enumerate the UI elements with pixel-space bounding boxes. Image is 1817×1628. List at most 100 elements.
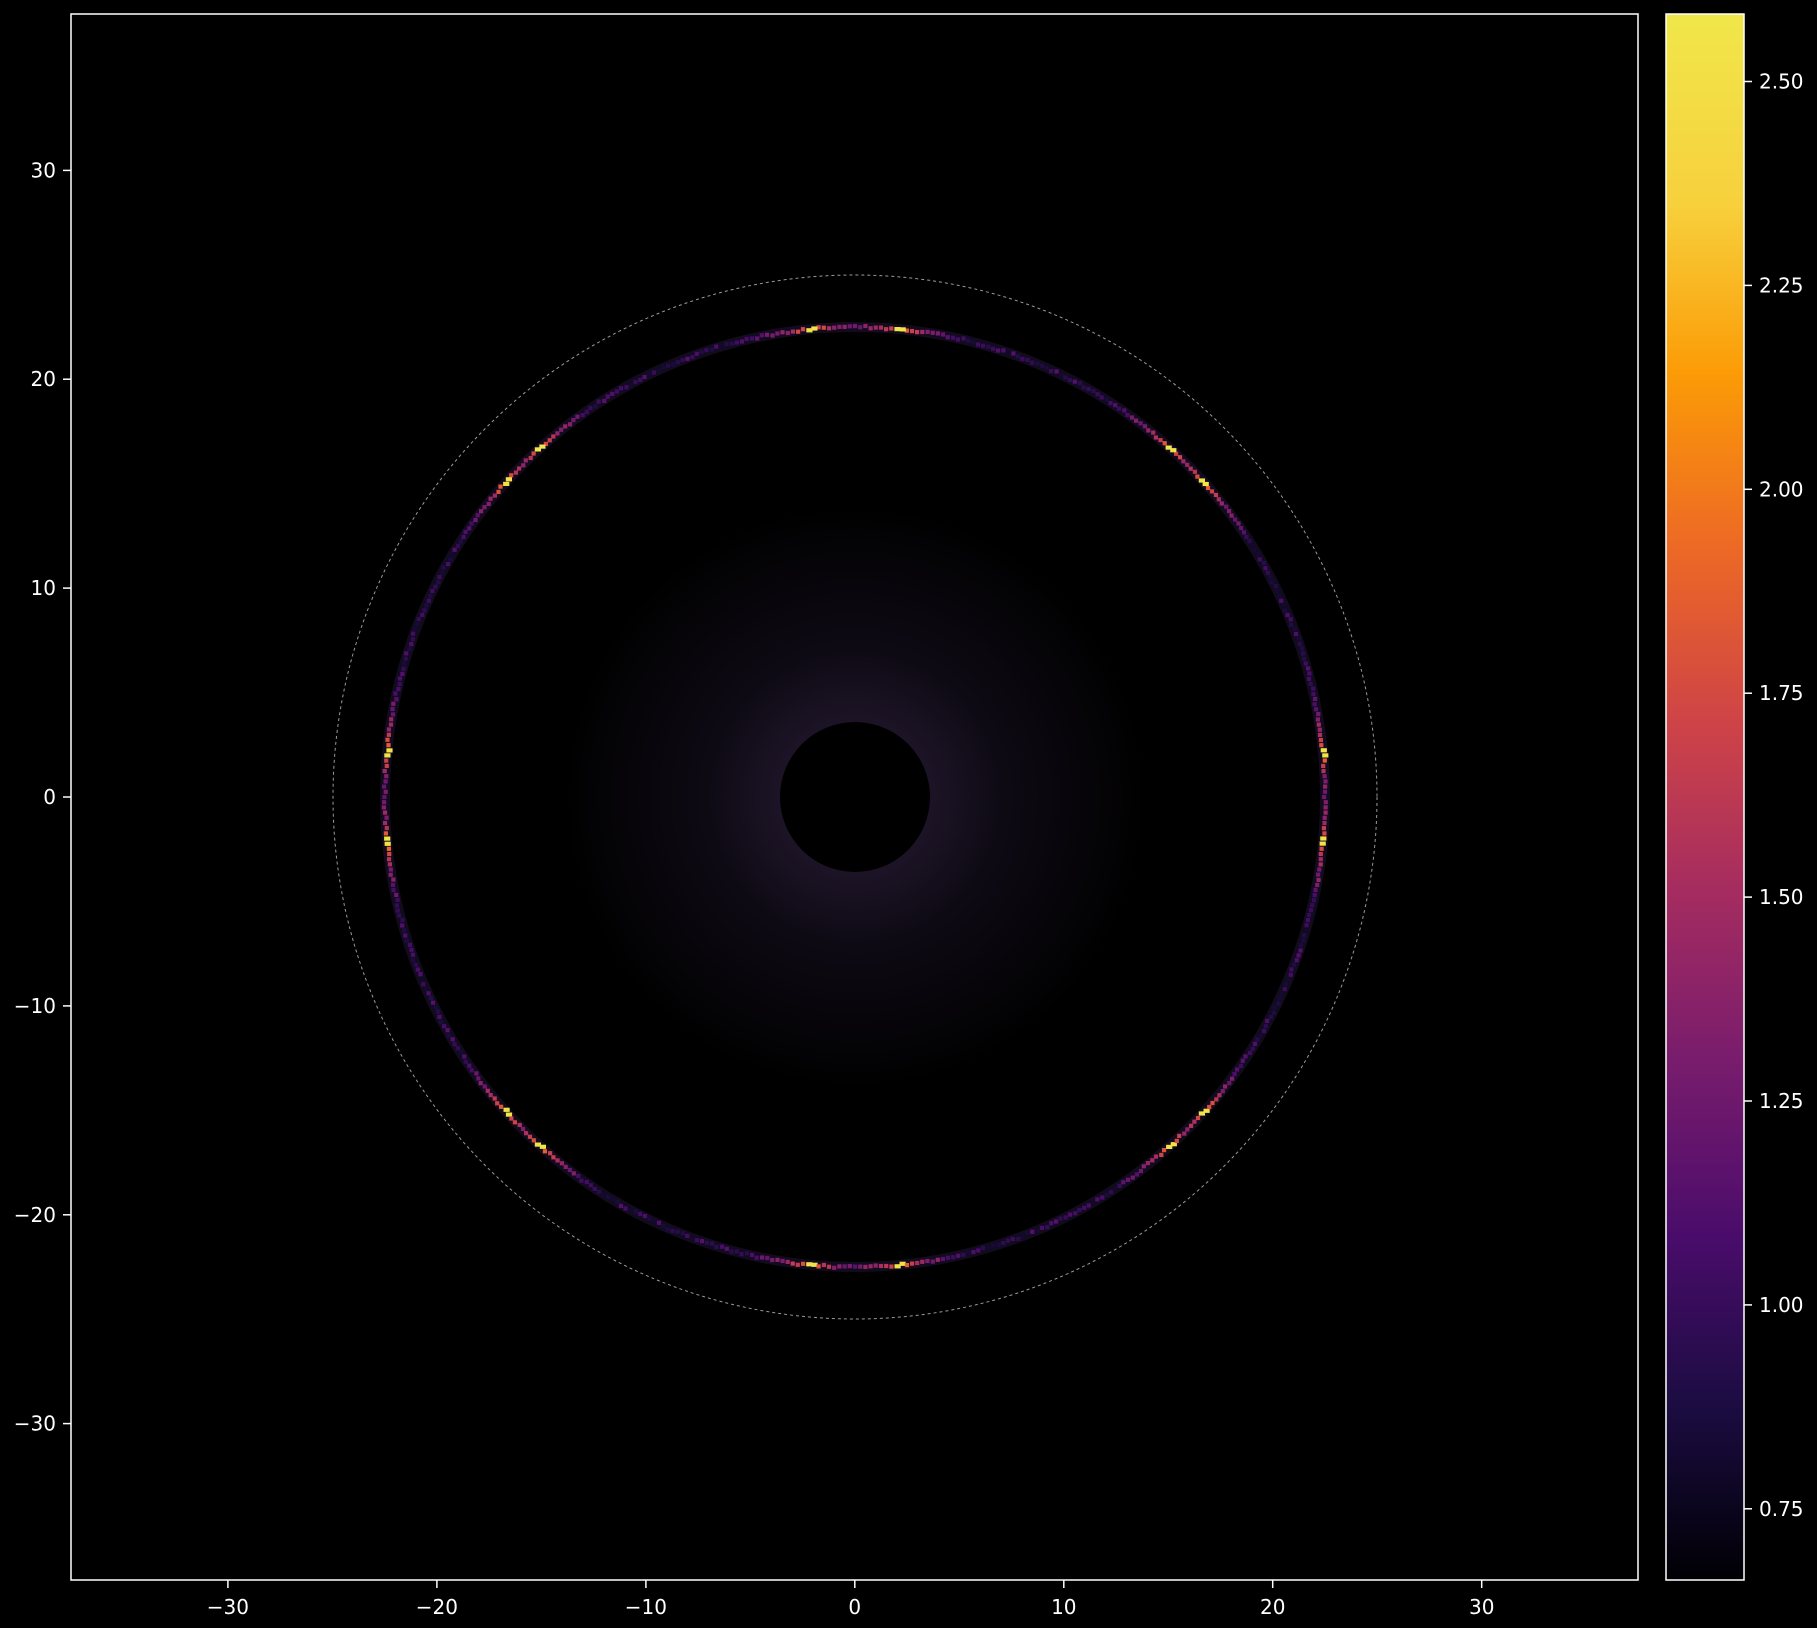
ring-cell: [1247, 1050, 1252, 1056]
ring-cell: [1272, 1005, 1277, 1010]
ring-cell: [1321, 769, 1326, 774]
ring-cell: [1035, 361, 1040, 366]
ring-cell: [469, 521, 474, 526]
ring-cell: [523, 458, 528, 463]
ring-cell: [642, 1214, 648, 1219]
ring-cell: [1125, 413, 1130, 418]
ring-cell: [1322, 820, 1327, 826]
ring-cell: [463, 1059, 468, 1064]
ring-cell: [1090, 1199, 1095, 1204]
colorbar-tick-3: 1.50: [1744, 885, 1804, 909]
ring-cell: [467, 1063, 472, 1068]
ring-cell: [388, 872, 393, 877]
ring-cell: [446, 562, 451, 567]
ring-cell: [382, 794, 387, 800]
ring-cell: [1294, 631, 1299, 637]
ring-cell: [889, 1264, 894, 1269]
ring-cell: [396, 686, 401, 692]
ring-cell: [868, 326, 873, 331]
ring-cell: [719, 1244, 725, 1249]
ring-cell: [531, 1138, 536, 1143]
ring-cell: [920, 1259, 925, 1264]
ring-cell: [426, 598, 431, 603]
ring-cell: [394, 892, 399, 897]
ring-cell: [1100, 1195, 1105, 1200]
ring-cell: [605, 1195, 611, 1200]
ring-cell: [1214, 1097, 1219, 1102]
ring-cell: [452, 1042, 457, 1047]
ring-cell: [790, 329, 795, 334]
ring-cell: [1077, 381, 1082, 386]
ring-cell: [1230, 1076, 1235, 1081]
ring-cell: [689, 1236, 694, 1241]
y-tick-label: 0: [43, 785, 56, 809]
ring-cell: [996, 1242, 1001, 1248]
ring-cell: [384, 841, 391, 846]
ring-cell: [488, 496, 493, 501]
ring-cell: [780, 330, 785, 335]
ring-cell: [1153, 1154, 1159, 1159]
colorbar: 0.75 1.00 1.25 1.50 1.75 2.00 2.25 2.50: [1665, 13, 1804, 1581]
ring-cell: [1306, 913, 1312, 918]
ring-cell: [749, 1252, 755, 1258]
ring-cell: [469, 1068, 474, 1073]
ring-cell: [1285, 612, 1290, 618]
ring-cell: [397, 676, 402, 681]
ring-cell: [479, 509, 484, 514]
ring-cell: [551, 434, 556, 439]
ring-cell: [945, 335, 950, 340]
ring-cell: [1276, 1001, 1281, 1006]
ring-cell: [1030, 1229, 1035, 1234]
ring-cell: [1020, 356, 1025, 361]
ring-cell: [1243, 1054, 1248, 1059]
y-tick-label: 30: [31, 158, 56, 182]
colorbar-tick-2: 1.25: [1744, 1089, 1804, 1113]
y-tick-2: 10: [31, 576, 71, 600]
ring-cell: [628, 1207, 633, 1212]
ring-cell: [1058, 1216, 1063, 1221]
ring-cell: [450, 1037, 455, 1042]
ring-cell: [1304, 928, 1309, 933]
ring-cell: [749, 336, 754, 341]
colorbar-tick-label: 1.00: [1759, 1293, 1804, 1317]
ring-cell: [1095, 392, 1100, 397]
ring-cell: [1286, 977, 1291, 982]
ring-cell: [847, 324, 852, 329]
ring-cell: [827, 326, 832, 331]
ring-cell: [832, 1265, 837, 1270]
ring-cell: [618, 386, 624, 391]
ring-cell: [455, 543, 461, 548]
ring-cell: [1205, 485, 1211, 491]
x-tick-label: −30: [207, 1595, 249, 1619]
dashed-boundary-circle: [332, 274, 1378, 1320]
ring-cell: [534, 447, 541, 452]
ring-cell: [559, 427, 564, 432]
ring-cell: [863, 1264, 868, 1269]
ring-cell: [1068, 1212, 1073, 1217]
ring-cell: [1322, 758, 1327, 763]
ring-cell: [1306, 676, 1312, 681]
ring-cell: [955, 337, 960, 342]
ring-cell: [744, 336, 749, 341]
ring-cell: [390, 706, 395, 712]
ring-cell: [407, 646, 412, 651]
ring-cell: [407, 942, 412, 947]
ring-cell: [1195, 1115, 1201, 1121]
ring-cell: [382, 810, 388, 815]
ring-cell: [734, 1249, 739, 1254]
ring-cell: [382, 768, 387, 774]
ring-cell: [482, 1084, 487, 1089]
ring-cell: [495, 1101, 500, 1106]
y-tick-label: 10: [31, 576, 56, 600]
ring-cell: [1086, 1203, 1091, 1208]
ring-cell: [513, 470, 518, 475]
ring-cell: [1165, 445, 1172, 450]
ring-cell: [1321, 826, 1326, 831]
ring-cell: [602, 398, 607, 403]
ring-cell: [413, 962, 418, 967]
ring-cell: [1301, 651, 1306, 656]
ring-cell: [638, 377, 643, 382]
y-tick-label: −30: [14, 1412, 56, 1436]
ring-cell: [671, 362, 676, 367]
colorbar-tick-label: 0.75: [1759, 1497, 1804, 1521]
